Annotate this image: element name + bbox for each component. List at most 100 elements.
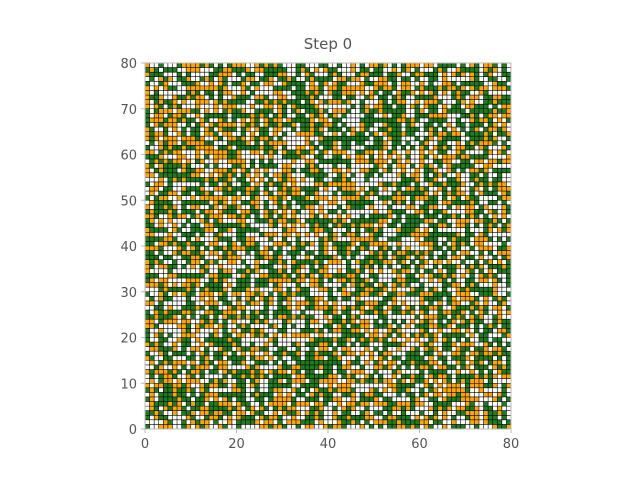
grid-cells	[145, 63, 512, 430]
grid-cell-fire	[478, 191, 484, 196]
grid-cell-tree	[442, 191, 447, 196]
grid-cell-tree	[250, 415, 255, 420]
grid-cell-fire	[245, 191, 251, 196]
grid-cell-fire	[154, 181, 159, 187]
grid-cell-fire	[190, 136, 196, 141]
grid-cell-fire	[401, 113, 406, 118]
grid-cell-tree	[506, 191, 512, 196]
grid-cell-tree	[442, 255, 447, 260]
grid-cell-tree	[314, 163, 319, 169]
grid-cell-tree	[236, 287, 242, 292]
grid-cell-tree	[360, 278, 365, 283]
grid-cell-tree	[236, 177, 242, 182]
grid-cell-fire	[446, 168, 452, 173]
grid-cell-fire	[277, 282, 283, 288]
grid-cell-fire	[369, 236, 374, 242]
grid-cell-tree	[213, 163, 219, 169]
grid-cell-fire	[360, 351, 365, 356]
grid-cell-fire	[460, 72, 466, 77]
grid-cell-tree	[236, 99, 242, 105]
grid-cell-tree	[350, 136, 356, 141]
grid-cell-tree	[300, 246, 306, 251]
grid-cell-tree	[428, 223, 434, 228]
grid-cell-fire	[145, 99, 150, 105]
grid-cell-tree	[424, 213, 429, 219]
grid-cell-fire	[273, 415, 278, 420]
grid-cell-fire	[414, 99, 420, 105]
grid-cell-fire	[286, 172, 292, 178]
grid-cell-fire	[250, 76, 255, 82]
grid-cell-fire	[446, 383, 452, 388]
grid-cell-tree	[263, 204, 269, 210]
grid-cell-fire	[314, 300, 319, 306]
grid-cell-fire	[236, 154, 242, 160]
grid-cell-tree	[483, 186, 489, 192]
grid-cell-fire	[268, 104, 274, 109]
grid-cell-tree	[373, 140, 379, 146]
grid-cell-tree	[222, 383, 228, 388]
grid-cell-fire	[295, 305, 301, 311]
grid-cell-fire	[282, 351, 287, 356]
grid-cell-fire	[190, 378, 196, 384]
grid-cell-fire	[172, 250, 178, 256]
grid-cell-tree	[309, 172, 315, 178]
grid-cell-fire	[469, 99, 475, 105]
grid-cell-fire	[419, 364, 425, 370]
grid-cell-tree	[309, 374, 315, 379]
grid-cell-tree	[483, 154, 489, 160]
grid-cell-fire	[488, 209, 493, 214]
grid-cell-tree	[346, 278, 351, 283]
grid-cell-fire	[469, 213, 475, 219]
grid-cell-tree	[305, 99, 310, 105]
grid-cell-tree	[323, 99, 329, 105]
grid-cell-tree	[419, 410, 425, 416]
grid-cell-fire	[492, 67, 498, 73]
grid-cell-tree	[433, 236, 438, 242]
grid-cell-tree	[488, 236, 493, 242]
grid-cell-tree	[236, 360, 242, 365]
grid-cell-tree	[378, 213, 383, 219]
grid-cell-fire	[337, 259, 342, 265]
grid-cell-fire	[506, 195, 512, 201]
grid-cell-fire	[222, 378, 228, 384]
grid-cell-tree	[341, 191, 347, 196]
grid-cell-tree	[474, 181, 479, 187]
grid-cell-fire	[314, 296, 319, 301]
grid-cell-fire	[314, 282, 319, 288]
grid-cell-fire	[506, 159, 512, 164]
grid-cell-fire	[451, 255, 457, 260]
grid-cell-fire	[273, 401, 278, 407]
grid-cell-tree	[277, 250, 283, 256]
grid-cell-fire	[209, 241, 214, 247]
grid-cell-fire	[259, 355, 264, 361]
grid-cell-fire	[332, 415, 338, 420]
grid-cell-fire	[364, 195, 370, 201]
grid-cell-tree	[291, 351, 296, 356]
grid-cell-tree	[451, 108, 457, 114]
grid-cell-fire	[177, 406, 182, 411]
grid-cell-tree	[474, 213, 479, 219]
grid-cell-tree	[309, 90, 315, 96]
grid-cell-tree	[341, 419, 347, 425]
grid-cell-fire	[405, 387, 411, 393]
grid-cell-fire	[172, 364, 178, 370]
grid-cell-tree	[158, 319, 164, 324]
grid-cell-fire	[424, 383, 429, 388]
grid-cell-fire	[282, 218, 287, 224]
grid-cell-tree	[181, 200, 187, 205]
grid-cell-tree	[309, 378, 315, 384]
grid-cell-tree	[424, 72, 429, 77]
grid-cell-tree	[433, 241, 438, 247]
grid-cell-fire	[414, 250, 420, 256]
grid-cell-tree	[382, 195, 388, 201]
grid-cell-fire	[323, 241, 329, 247]
grid-cell-fire	[236, 346, 242, 352]
grid-cell-tree	[286, 287, 292, 292]
grid-cell-tree	[405, 278, 411, 283]
grid-cell-fire	[437, 383, 443, 388]
grid-cell-fire	[241, 374, 246, 379]
grid-cell-fire	[483, 374, 489, 379]
grid-cell-tree	[442, 149, 447, 155]
grid-cell-tree	[227, 140, 232, 146]
grid-cell-tree	[282, 364, 287, 370]
